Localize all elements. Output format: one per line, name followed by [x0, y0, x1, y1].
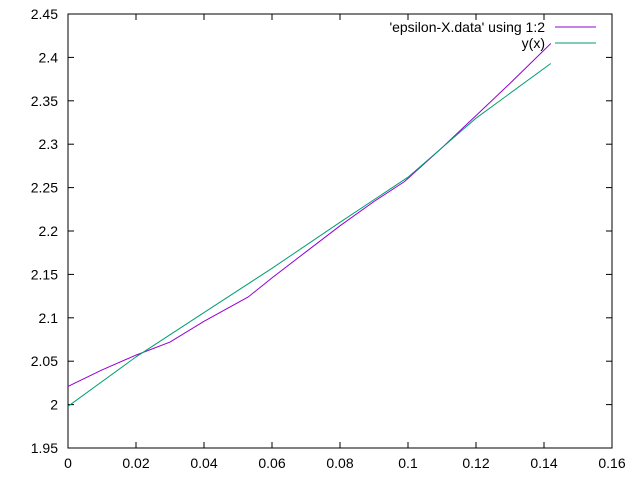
- y-tick-label: 2.05: [31, 353, 58, 369]
- y-tick-label: 2.15: [31, 266, 58, 282]
- y-tick-label: 1.95: [31, 440, 58, 456]
- series-line-1: [67, 43, 552, 387]
- legend: 'epsilon-X.data' using 1:2y(x): [389, 19, 596, 51]
- x-axis: 0 0.02 0.04 0.06 0.08 0.1 0.12 0.14 0.16: [64, 14, 626, 471]
- x-tick-label: 0.02: [122, 455, 149, 471]
- y-tick-label: 2.45: [31, 6, 58, 22]
- x-tick-label: 0.08: [326, 455, 353, 471]
- series-line-2: [67, 63, 552, 407]
- x-tick-label: 0.12: [462, 455, 489, 471]
- y-tick-label: 2.3: [39, 136, 59, 152]
- x-tick-label: 0.1: [398, 455, 418, 471]
- y-tick-label: 2.2: [39, 223, 59, 239]
- y-tick-label: 2.25: [31, 180, 58, 196]
- x-tick-label: 0.06: [258, 455, 285, 471]
- y-tick-label: 2.1: [39, 310, 59, 326]
- y-tick-label: 2.35: [31, 93, 58, 109]
- y-tick-label: 2.4: [39, 49, 59, 65]
- x-tick-label: 0.14: [530, 455, 557, 471]
- x-tick-label: 0.16: [598, 455, 625, 471]
- series-layer: [67, 43, 552, 407]
- y-axis: 1.95 2 2.05 2.1 2.15 2.2 2.25 2.3 2.35 2.4 2.45: [31, 6, 612, 456]
- x-tick-label: 0.04: [190, 455, 217, 471]
- legend-label-2: y(x): [522, 35, 545, 51]
- x-tick-label: 0: [64, 455, 72, 471]
- y-tick-label: 2: [50, 397, 58, 413]
- legend-label-1: 'epsilon-X.data' using 1:2: [389, 19, 545, 35]
